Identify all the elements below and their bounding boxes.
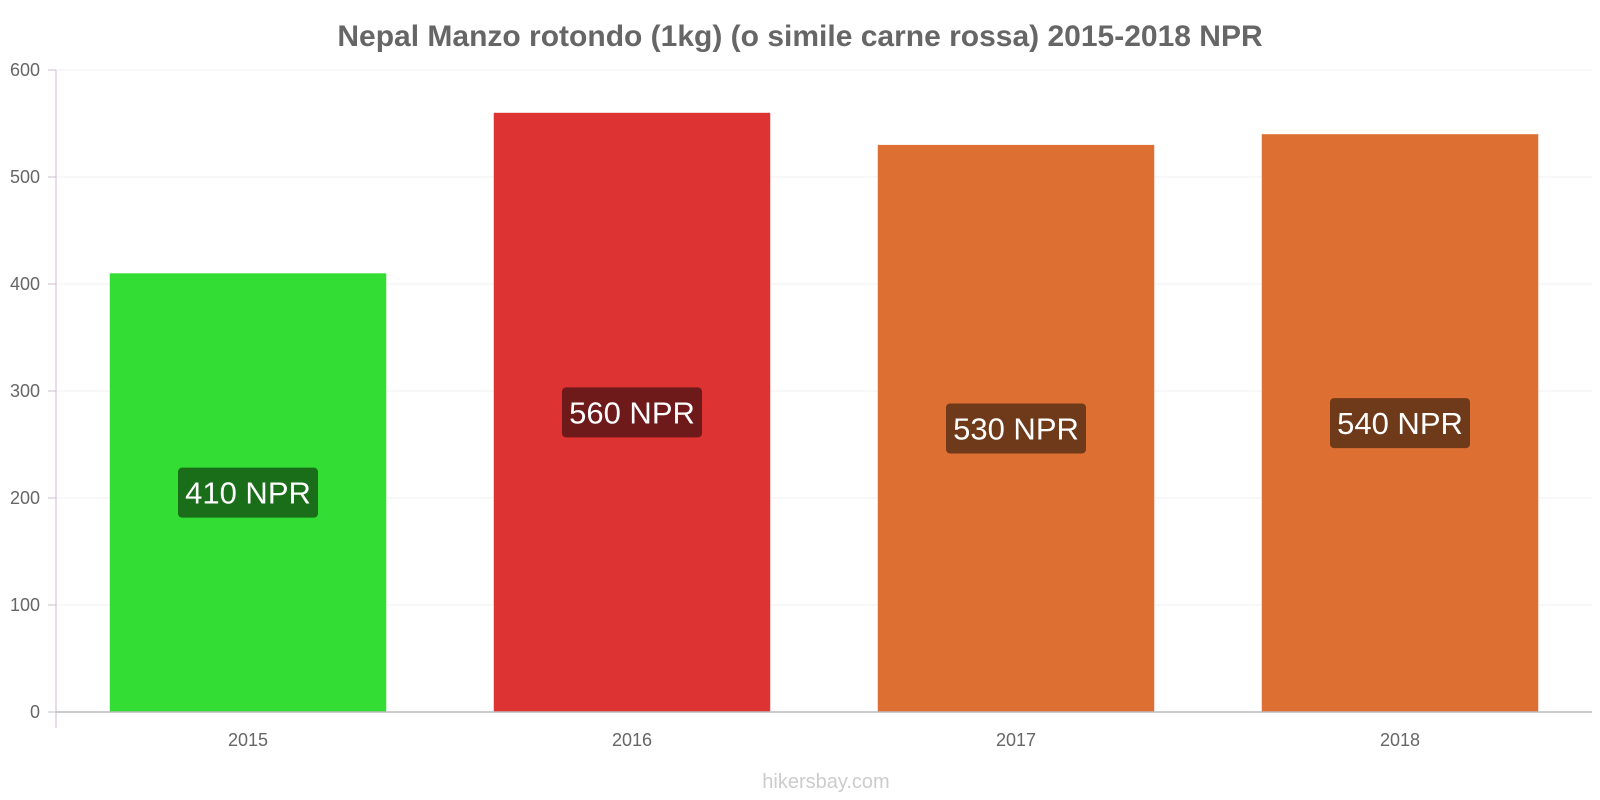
y-tick-label: 200	[10, 488, 40, 508]
y-tick-label: 500	[10, 167, 40, 187]
y-axis: 0 100 200 300 400 500 600	[10, 60, 57, 728]
x-axis: 2015 2016 2017 2018	[56, 711, 1592, 750]
data-label-2018: 540 NPR	[1337, 406, 1463, 441]
data-label-2016: 560 NPR	[569, 395, 695, 430]
chart-title: Nepal Manzo rotondo (1kg) (o simile carn…	[337, 20, 1263, 53]
x-tick-label: 2018	[1380, 730, 1420, 750]
data-label-2015: 410 NPR	[185, 476, 311, 511]
y-tick-label: 400	[10, 274, 40, 294]
y-tick-label: 100	[10, 595, 40, 615]
y-tick-label: 0	[30, 702, 40, 722]
data-label-box-2015	[178, 467, 318, 518]
data-label-box-2016	[562, 387, 702, 438]
credit-text: hikersbay.com	[762, 771, 889, 793]
y-tick-label: 600	[10, 60, 40, 80]
data-label-2017: 530 NPR	[953, 411, 1079, 446]
x-tick-label: 2016	[612, 730, 652, 750]
data-label-box-2017	[946, 403, 1086, 454]
x-tick-label: 2015	[228, 730, 268, 750]
data-label-box-2018	[1330, 398, 1470, 449]
x-tick-label: 2017	[996, 730, 1036, 750]
bars: 410 NPR 560 NPR 530 NPR 540 NPR	[109, 112, 1539, 713]
y-tick-label: 300	[10, 381, 40, 401]
